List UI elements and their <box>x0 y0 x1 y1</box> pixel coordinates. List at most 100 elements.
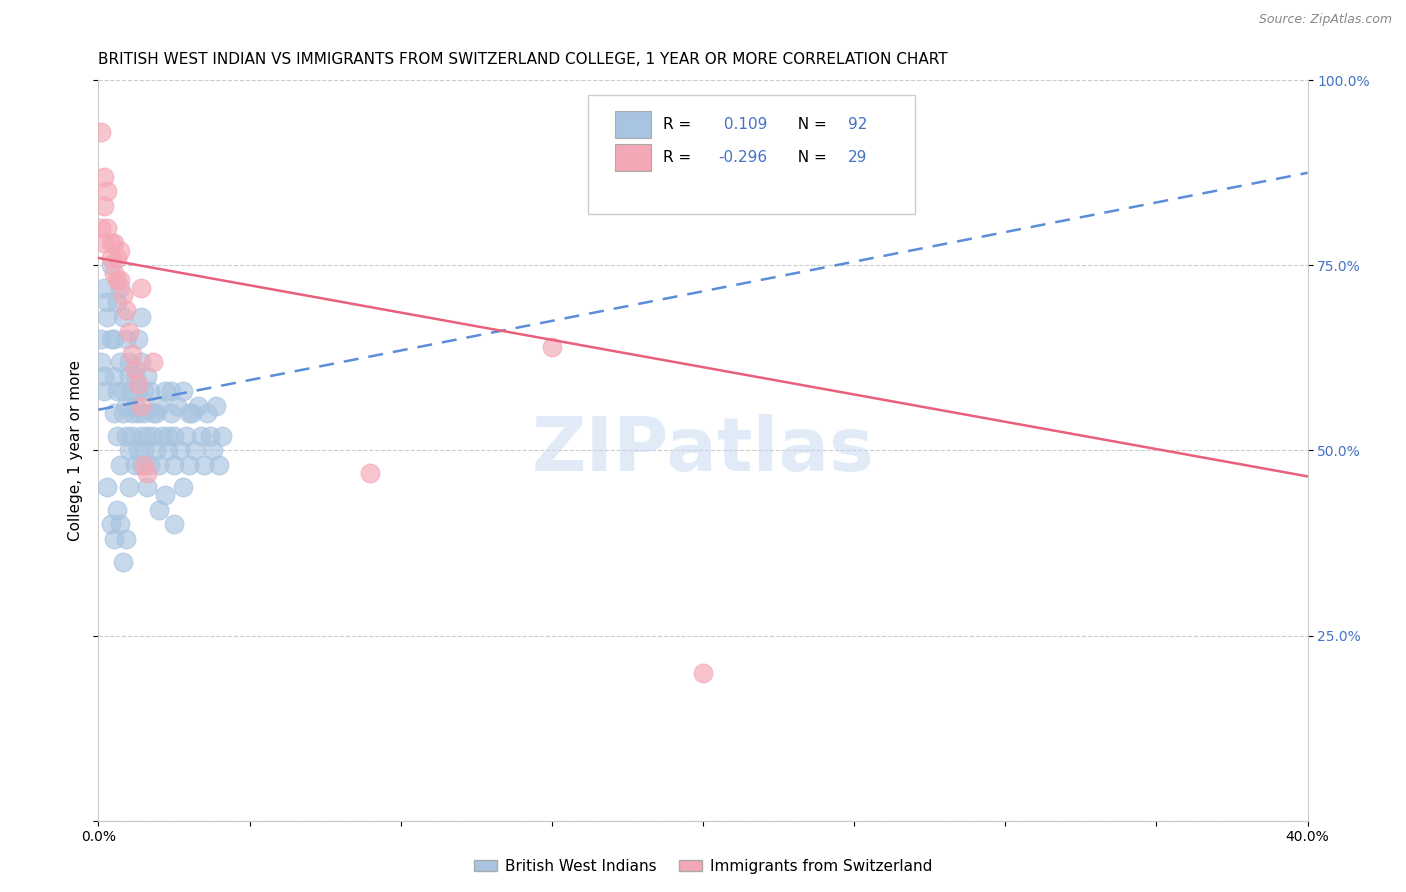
Point <box>139 458 162 473</box>
Point <box>193 458 215 473</box>
Text: 0.109: 0.109 <box>718 117 768 132</box>
Point <box>166 399 188 413</box>
Point <box>96 221 118 235</box>
Point <box>129 280 152 294</box>
Point <box>124 362 146 376</box>
Point <box>135 480 157 494</box>
Point <box>121 384 143 399</box>
Point <box>103 332 125 346</box>
Point <box>121 428 143 442</box>
Text: N =: N = <box>787 117 831 132</box>
Text: Source: ZipAtlas.com: Source: ZipAtlas.com <box>1258 13 1392 27</box>
Point <box>105 251 128 265</box>
Point <box>142 428 165 442</box>
Point <box>111 310 134 325</box>
Point <box>692 665 714 680</box>
Point <box>100 259 122 273</box>
Point <box>195 407 218 421</box>
Point <box>93 369 115 384</box>
Point <box>148 458 170 473</box>
Point <box>108 517 131 532</box>
Point <box>190 428 212 442</box>
Bar <box>614 112 651 138</box>
Point <box>111 384 134 399</box>
Point <box>129 310 152 325</box>
Point <box>105 502 128 516</box>
Point <box>540 340 562 354</box>
Point <box>121 347 143 361</box>
Point <box>96 480 118 494</box>
Point <box>93 199 115 213</box>
Point <box>103 266 125 280</box>
Point <box>90 332 112 346</box>
Point <box>111 288 134 302</box>
Point <box>127 332 149 346</box>
Point <box>135 369 157 384</box>
Point <box>174 428 197 442</box>
Point <box>129 428 152 442</box>
Point <box>145 407 167 421</box>
Point <box>127 407 149 421</box>
Point <box>202 443 225 458</box>
Point <box>163 428 186 442</box>
Point <box>114 428 136 442</box>
Point <box>153 384 176 399</box>
Point <box>108 458 131 473</box>
Legend: British West Indians, Immigrants from Switzerland: British West Indians, Immigrants from Sw… <box>468 853 938 880</box>
Text: 29: 29 <box>848 150 868 165</box>
Point <box>118 480 141 494</box>
Point <box>93 280 115 294</box>
Point <box>129 354 152 368</box>
Point <box>145 443 167 458</box>
Point <box>127 443 149 458</box>
Point <box>114 399 136 413</box>
Point <box>118 443 141 458</box>
Point <box>100 236 122 251</box>
Point <box>90 354 112 368</box>
Point <box>108 273 131 287</box>
Point <box>172 384 194 399</box>
Point <box>187 399 209 413</box>
Point <box>96 184 118 198</box>
Text: N =: N = <box>787 150 831 165</box>
Point <box>105 428 128 442</box>
Point <box>118 369 141 384</box>
Point <box>135 466 157 480</box>
Point <box>142 407 165 421</box>
Point <box>132 443 155 458</box>
Text: BRITISH WEST INDIAN VS IMMIGRANTS FROM SWITZERLAND COLLEGE, 1 YEAR OR MORE CORRE: BRITISH WEST INDIAN VS IMMIGRANTS FROM S… <box>98 52 948 67</box>
Point <box>205 399 228 413</box>
Point <box>132 407 155 421</box>
Point <box>114 533 136 547</box>
Text: R =: R = <box>664 150 696 165</box>
Text: -0.296: -0.296 <box>718 150 768 165</box>
Point <box>156 428 179 442</box>
Point <box>105 295 128 310</box>
Point <box>148 502 170 516</box>
Point <box>132 384 155 399</box>
Point <box>93 384 115 399</box>
Point <box>163 517 186 532</box>
Point <box>103 407 125 421</box>
Y-axis label: College, 1 year or more: College, 1 year or more <box>67 360 83 541</box>
Point <box>105 273 128 287</box>
Point <box>184 443 207 458</box>
Point <box>114 302 136 317</box>
Point <box>103 533 125 547</box>
Point <box>360 466 382 480</box>
Point <box>103 369 125 384</box>
Point <box>100 332 122 346</box>
Point <box>211 428 233 442</box>
Point <box>111 555 134 569</box>
Point <box>200 428 222 442</box>
Point <box>118 354 141 368</box>
Point <box>160 407 183 421</box>
Point <box>124 369 146 384</box>
Point <box>114 332 136 346</box>
Point <box>127 384 149 399</box>
Point <box>127 376 149 391</box>
Point <box>96 295 118 310</box>
Point <box>160 384 183 399</box>
Point <box>124 458 146 473</box>
Point <box>103 236 125 251</box>
